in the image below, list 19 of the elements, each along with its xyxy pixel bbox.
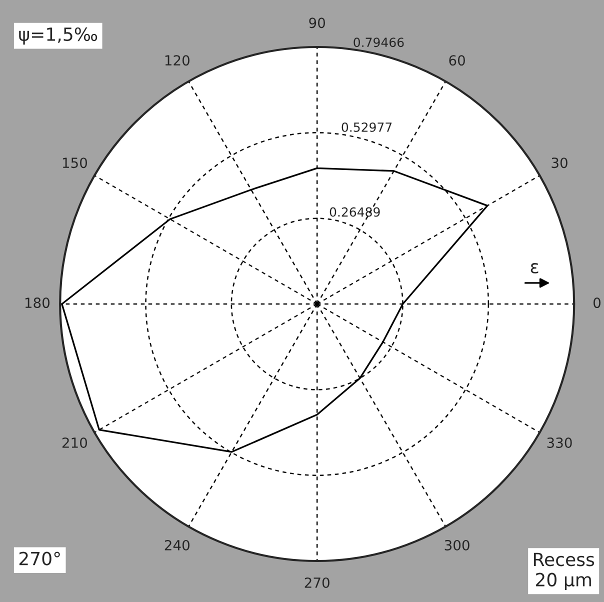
text: 270° [19, 552, 60, 566]
spoke-label: 330 [547, 437, 572, 448]
spoke-label: 180 [25, 298, 50, 308]
spoke-label: 120 [165, 55, 190, 66]
y-tick-label: 0.79466 [354, 38, 404, 48]
spoke-label: 150 [62, 158, 88, 168]
y-tick-label: 0.26489 [330, 207, 380, 217]
spoke-label: 300 [444, 540, 470, 550]
spoke-label: 30 [552, 158, 568, 168]
spoke-label: 240 [164, 540, 190, 550]
text: ψ=1,5‰ [19, 27, 98, 45]
text: Recess 20 μm [534, 552, 594, 590]
y-tick-label: 0.52977 [342, 122, 392, 132]
spoke-label: 60 [449, 55, 465, 66]
text: ε [530, 263, 538, 274]
spoke-label: 90 [309, 18, 326, 28]
spoke-label: 270 [304, 577, 330, 588]
spoke-label: 0 [594, 298, 601, 308]
spoke-label: 210 [62, 437, 88, 448]
